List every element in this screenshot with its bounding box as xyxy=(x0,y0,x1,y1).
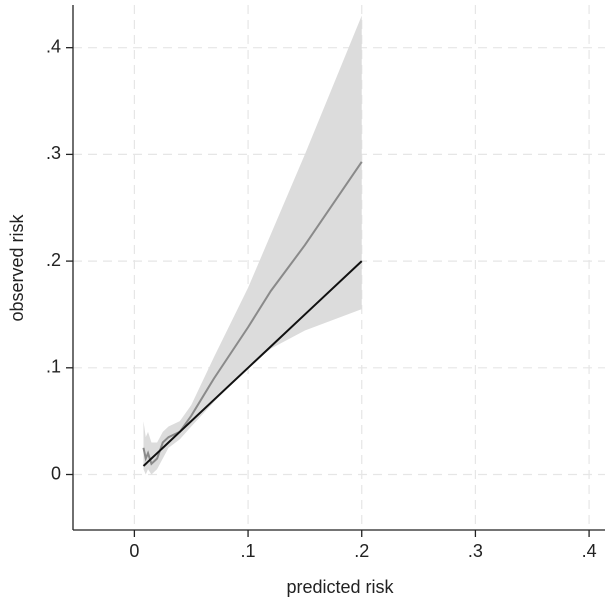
y-axis-label: observed risk xyxy=(7,213,27,321)
x-tick-label: 0 xyxy=(129,541,139,561)
y-tick-label: .3 xyxy=(46,143,61,163)
x-axis-label: predicted risk xyxy=(286,577,394,597)
y-tick-label: .4 xyxy=(46,36,61,56)
x-tick-label: .3 xyxy=(468,541,483,561)
x-tick-label: .1 xyxy=(241,541,256,561)
y-tick-label: .1 xyxy=(46,357,61,377)
confidence-band xyxy=(143,15,362,475)
y-tick-label: .2 xyxy=(46,250,61,270)
x-tick-label: .4 xyxy=(582,541,597,561)
y-tick-label: 0 xyxy=(51,463,61,483)
series-line xyxy=(142,260,363,467)
x-tick-label: .2 xyxy=(354,541,369,561)
series-line xyxy=(142,161,363,466)
